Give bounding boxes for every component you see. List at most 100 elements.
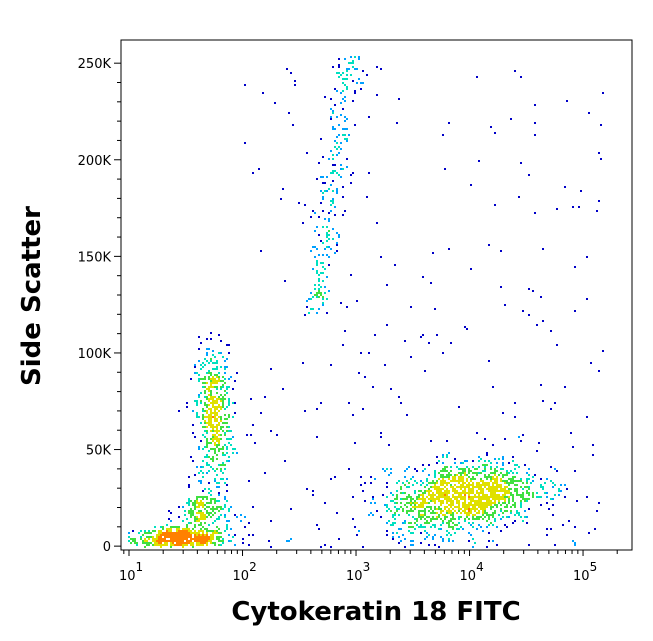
data-point: [172, 538, 174, 540]
data-point: [200, 364, 202, 366]
data-point: [196, 520, 198, 522]
data-point: [212, 538, 214, 540]
data-point: [330, 108, 332, 110]
data-point: [524, 464, 526, 466]
x-tick-label: 101: [119, 560, 143, 584]
data-point: [448, 452, 450, 454]
data-point: [390, 492, 392, 494]
data-point: [464, 506, 466, 508]
data-point: [172, 542, 174, 544]
data-point: [434, 488, 436, 490]
data-point: [148, 538, 150, 540]
data-point: [408, 466, 410, 468]
data-point: [494, 492, 496, 494]
data-point: [510, 492, 512, 494]
data-point: [236, 516, 238, 518]
data-point: [218, 376, 220, 378]
data-point: [210, 424, 212, 426]
data-point: [202, 538, 204, 540]
data-point: [200, 482, 202, 484]
data-point: [350, 274, 352, 276]
data-point: [204, 538, 206, 540]
data-point: [150, 542, 152, 544]
data-point: [470, 496, 472, 498]
data-point: [454, 474, 456, 476]
data-point: [516, 492, 518, 494]
data-point: [202, 410, 204, 412]
data-point: [390, 524, 392, 526]
data-point: [450, 502, 452, 504]
data-point: [434, 518, 436, 520]
data-point: [200, 540, 202, 542]
data-point: [422, 494, 424, 496]
data-point: [214, 414, 216, 416]
data-point: [484, 504, 486, 506]
data-point: [330, 210, 332, 212]
data-point: [482, 512, 484, 514]
data-point: [188, 536, 190, 538]
data-point: [220, 426, 222, 428]
data-point: [316, 312, 318, 314]
data-point: [204, 390, 206, 392]
data-point: [480, 504, 482, 506]
data-point: [554, 468, 556, 470]
data-point: [460, 496, 462, 498]
data-point: [188, 522, 190, 524]
data-point: [480, 500, 482, 502]
data-point: [264, 396, 266, 398]
data-point: [464, 494, 466, 496]
data-point: [476, 504, 478, 506]
data-point: [476, 482, 478, 484]
data-point: [482, 508, 484, 510]
data-point: [482, 498, 484, 500]
data-point: [480, 484, 482, 486]
data-point: [468, 506, 470, 508]
data-point: [470, 480, 472, 482]
data-point: [340, 164, 342, 166]
data-point: [316, 524, 318, 526]
data-point: [198, 532, 200, 534]
data-point: [220, 470, 222, 472]
data-point: [282, 188, 284, 190]
data-point: [314, 284, 316, 286]
data-point: [446, 484, 448, 486]
data-point: [180, 534, 182, 536]
data-point: [214, 420, 216, 422]
data-point: [468, 502, 470, 504]
data-point: [500, 480, 502, 482]
data-point: [186, 534, 188, 536]
data-point: [200, 522, 202, 524]
data-point: [488, 476, 490, 478]
data-point: [206, 456, 208, 458]
data-point: [184, 534, 186, 536]
data-point: [152, 540, 154, 542]
data-point: [318, 296, 320, 298]
data-point: [398, 542, 400, 544]
data-point: [158, 542, 160, 544]
data-point: [474, 472, 476, 474]
data-point: [574, 542, 576, 544]
data-point: [214, 532, 216, 534]
data-point: [176, 526, 178, 528]
data-point: [514, 464, 516, 466]
data-point: [544, 492, 546, 494]
data-point: [440, 482, 442, 484]
data-point: [192, 512, 194, 514]
data-point: [314, 246, 316, 248]
data-point: [202, 472, 204, 474]
data-point: [162, 526, 164, 528]
data-point: [220, 418, 222, 420]
data-point: [414, 522, 416, 524]
data-point: [308, 298, 310, 300]
data-point: [504, 482, 506, 484]
data-point: [418, 514, 420, 516]
data-point: [158, 536, 160, 538]
data-point: [492, 386, 494, 388]
data-point: [280, 198, 282, 200]
data-point: [196, 412, 198, 414]
data-point: [222, 430, 224, 432]
data-point: [354, 68, 356, 70]
data-point: [462, 506, 464, 508]
data-point: [192, 432, 194, 434]
data-point: [470, 500, 472, 502]
